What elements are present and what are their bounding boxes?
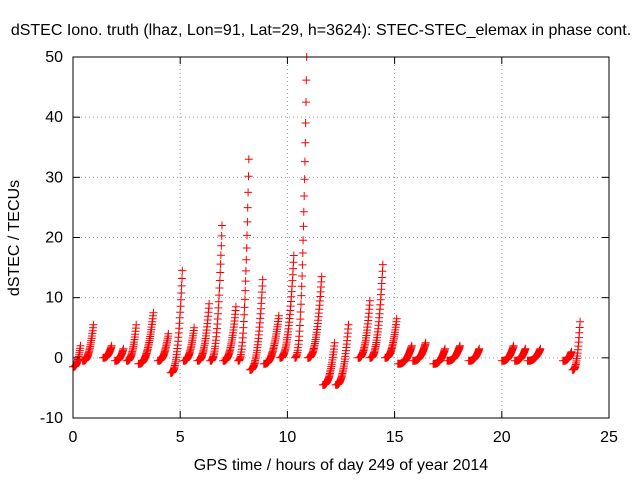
data-arc (206, 221, 226, 365)
data-arc (259, 311, 283, 368)
y-axis-ticks: -10 0 10 20 30 40 50 (40, 49, 609, 427)
data-arc (354, 296, 374, 362)
y-tick-label: 0 (54, 350, 63, 367)
data-arc (429, 344, 449, 368)
y-tick-label: -10 (40, 410, 63, 427)
x-tick-label: 5 (176, 429, 185, 446)
data-arc (234, 155, 253, 365)
data-arc (122, 320, 141, 365)
data-arc (523, 344, 545, 365)
data-arc (179, 323, 199, 365)
x-tick-label: 10 (279, 429, 297, 446)
y-axis-label: dSTEC / TECUs (6, 180, 23, 296)
data-arc (153, 329, 173, 365)
data-arc (381, 314, 401, 362)
data-arc (365, 260, 387, 362)
data-arc (219, 302, 240, 365)
y-tick-label: 50 (45, 49, 63, 66)
data-arc (303, 272, 326, 362)
data-arc (193, 299, 214, 365)
x-tick-label: 0 (69, 429, 78, 446)
y-tick-label: 40 (45, 109, 63, 126)
x-axis-ticks: 0 5 10 15 20 25 (69, 57, 618, 446)
data-arc (110, 344, 128, 365)
data-arc (245, 275, 267, 374)
data-arc (443, 341, 464, 365)
grid (73, 57, 609, 418)
data-arc (78, 320, 98, 365)
y-tick-label: 20 (45, 230, 63, 247)
data-arc (318, 338, 339, 389)
data-arc (134, 308, 158, 368)
data-arc (166, 266, 187, 377)
y-tick-label: 30 (45, 169, 63, 186)
chart-title: dSTEC Iono. truth (lhaz, Lon=91, Lat=29,… (11, 22, 631, 39)
data-arc (99, 341, 116, 362)
x-tick-label: 15 (386, 429, 404, 446)
data-arc (408, 338, 430, 365)
data-arc (331, 320, 353, 389)
data-points (69, 53, 585, 389)
x-axis-label: GPS time / hours of day 249 of year 2014 (194, 457, 488, 474)
data-arc (393, 341, 416, 368)
data-arc (290, 53, 311, 362)
data-arc (464, 344, 484, 365)
data-arc (69, 341, 85, 371)
data-arc (558, 347, 576, 365)
x-tick-label: 25 (600, 429, 618, 446)
data-arc (275, 251, 298, 362)
x-tick-label: 20 (493, 429, 511, 446)
y-tick-label: 10 (45, 290, 63, 307)
data-arc (497, 341, 518, 365)
data-arc (510, 344, 530, 365)
data-arc (568, 317, 585, 374)
